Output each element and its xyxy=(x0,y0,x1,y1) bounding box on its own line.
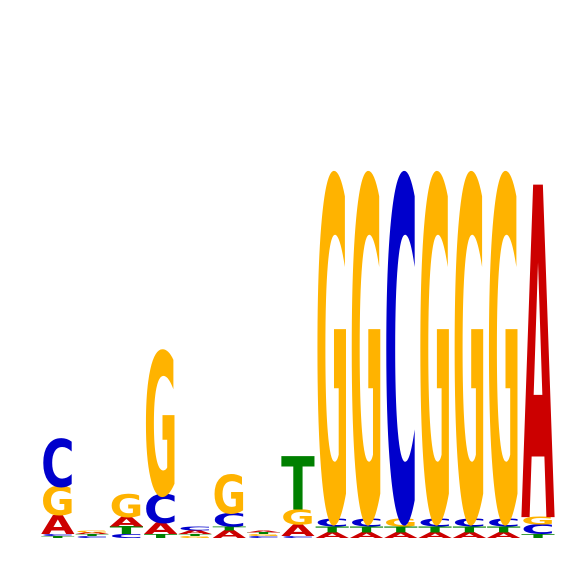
logo-letter-t: T xyxy=(521,533,555,539)
logo-letter-a: A xyxy=(41,511,75,541)
logo-letter-a: A xyxy=(247,530,281,533)
logo-letter-a: A xyxy=(487,531,521,540)
logo-letter-c: C xyxy=(178,526,212,532)
logo-letter-c: C xyxy=(384,84,418,566)
logo-letter-g: G xyxy=(487,84,521,566)
logo-letter-g: G xyxy=(144,314,178,541)
logo-letter-c: C xyxy=(521,522,555,537)
logo-letter-c: C xyxy=(144,487,178,533)
logo-letter-g: G xyxy=(178,536,212,539)
logo-letter-t: T xyxy=(281,442,315,528)
logo-letter-t: T xyxy=(384,525,418,534)
logo-letter-t: T xyxy=(213,526,247,532)
logo-letter-t: T xyxy=(418,525,452,534)
logo-letter-c: C xyxy=(75,536,109,539)
logo-letter-g: G xyxy=(281,505,315,529)
logo-letter-c: C xyxy=(213,510,247,531)
logo-letter-t: T xyxy=(350,525,384,534)
logo-letter-g: G xyxy=(41,480,75,525)
logo-letter-t: T xyxy=(144,533,178,539)
logo-letter-a: A xyxy=(178,529,212,535)
logo-letter-t: T xyxy=(110,525,145,537)
logo-letter-a: A xyxy=(281,522,316,540)
logo-letter-t: T xyxy=(178,534,212,537)
logo-letter-a: A xyxy=(315,531,349,540)
logo-letter-g: G xyxy=(75,530,109,533)
logo-letter-a: A xyxy=(521,95,555,566)
logo-letter-t: T xyxy=(453,525,487,534)
logo-letter-a: A xyxy=(110,514,144,529)
logo-letter-t: T xyxy=(247,532,281,535)
logo-letter-a: A xyxy=(213,529,247,541)
logo-letter-t: T xyxy=(41,536,75,539)
logo-letter-c: C xyxy=(281,536,315,539)
logo-letter-a: A xyxy=(350,531,384,540)
logo-letter-g: G xyxy=(521,515,555,527)
logo-letter-c: C xyxy=(247,536,281,539)
logo-letter-t: T xyxy=(315,525,349,534)
logo-letter-g: G xyxy=(315,84,349,566)
logo-letter-c: C xyxy=(315,517,349,529)
logo-letter-c: C xyxy=(487,517,521,529)
logo-letter-c: C xyxy=(110,533,144,539)
logo-letter-a: A xyxy=(75,532,109,535)
logo-letter-t: T xyxy=(75,534,109,537)
logo-letter-g: G xyxy=(247,534,281,537)
logo-letter-c: C xyxy=(350,517,384,529)
logo-letter-t: T xyxy=(487,525,521,534)
logo-letter-a: A xyxy=(144,520,179,538)
logo-letter-a: A xyxy=(384,531,418,540)
logo-letter-g: G xyxy=(384,517,418,529)
logo-letter-g: G xyxy=(350,84,384,566)
logo-letter-g: G xyxy=(453,84,487,566)
logo-letter-c: C xyxy=(418,517,452,529)
logo-letter-c: C xyxy=(453,517,487,529)
logo-letter-a: A xyxy=(453,531,487,540)
logo-letter-g: G xyxy=(110,488,144,525)
logo-letter-a: A xyxy=(418,531,452,540)
logo-letter-c: C xyxy=(41,534,75,537)
logo-letter-g: G xyxy=(213,465,247,526)
logo-letter-g: G xyxy=(418,84,452,566)
logo-letter-c: C xyxy=(41,428,75,503)
